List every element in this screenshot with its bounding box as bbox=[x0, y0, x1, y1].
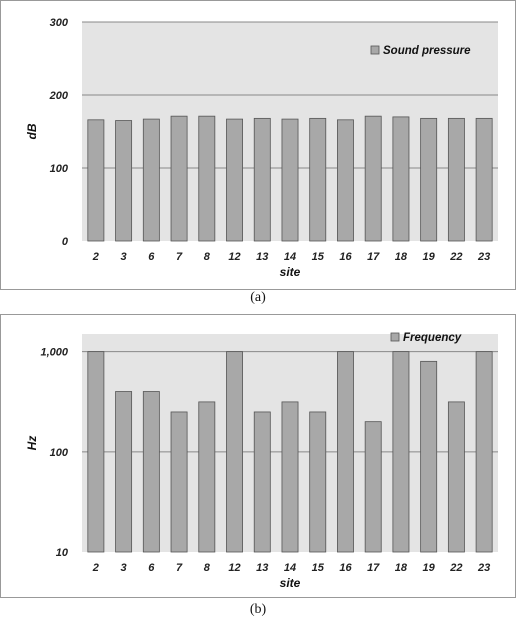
y-tick-label: 200 bbox=[49, 90, 69, 102]
caption-b: (b) bbox=[249, 602, 267, 617]
x-tick-label: 3 bbox=[121, 562, 127, 574]
bar bbox=[142, 391, 160, 553]
y-tick-label: 10 bbox=[56, 547, 69, 559]
bar bbox=[142, 118, 160, 242]
x-tick-label: 6 bbox=[148, 562, 155, 574]
x-axis-title: site bbox=[280, 576, 301, 590]
x-tick-label: 19 bbox=[423, 562, 436, 574]
x-tick-label: 17 bbox=[367, 251, 380, 263]
chart-panel-b: 10 100 1,000 2 3 6 7 8 12 13 14 15 16 17 18 19 22 23 site H… bbox=[0, 314, 516, 598]
x-tick-label: 19 bbox=[423, 251, 436, 263]
x-tick-label: 13 bbox=[256, 562, 268, 574]
y-axis-title: Hz bbox=[25, 436, 39, 451]
bar bbox=[475, 117, 493, 242]
legend-swatch bbox=[390, 332, 400, 342]
legend-swatch bbox=[370, 45, 380, 55]
x-tick-label: 7 bbox=[176, 251, 183, 263]
bar bbox=[253, 411, 271, 553]
y-tick-label: 100 bbox=[50, 163, 69, 175]
bar bbox=[115, 120, 133, 242]
y-tick-label: 1,000 bbox=[40, 347, 68, 359]
bar bbox=[115, 391, 133, 553]
bar bbox=[475, 351, 493, 553]
bar bbox=[281, 401, 299, 553]
bar bbox=[226, 118, 243, 242]
bar bbox=[253, 117, 271, 242]
x-tick-label: 23 bbox=[477, 251, 490, 263]
x-tick-label: 14 bbox=[284, 251, 296, 263]
bar bbox=[309, 117, 327, 242]
x-tick-label: 16 bbox=[339, 251, 352, 263]
x-tick-label: 23 bbox=[477, 562, 490, 574]
legend-label: Frequency bbox=[403, 332, 462, 344]
y-tick-label: 300 bbox=[50, 17, 69, 29]
x-tick-label: 22 bbox=[449, 562, 462, 574]
x-tick-label: 8 bbox=[204, 562, 211, 574]
x-tick-label: 12 bbox=[228, 562, 240, 574]
bar bbox=[170, 115, 188, 242]
x-tick-label: 7 bbox=[176, 562, 183, 574]
bar bbox=[392, 351, 410, 553]
x-tick-label: 15 bbox=[312, 562, 325, 574]
bar bbox=[420, 360, 438, 553]
bar bbox=[364, 421, 382, 553]
bar bbox=[337, 351, 354, 553]
x-tick-label: 6 bbox=[148, 251, 155, 263]
bar bbox=[226, 351, 243, 553]
bar bbox=[281, 118, 299, 242]
x-tick-label: 2 bbox=[92, 562, 99, 574]
x-tick-label: 14 bbox=[284, 562, 296, 574]
bar bbox=[198, 115, 216, 242]
bar bbox=[170, 411, 188, 553]
x-tick-label: 18 bbox=[395, 562, 408, 574]
caption-a: (a) bbox=[250, 290, 266, 305]
x-tick-label: 18 bbox=[395, 251, 408, 263]
y-tick-label: 100 bbox=[50, 447, 69, 459]
y-axis-title: dB bbox=[25, 123, 39, 139]
x-tick-label: 22 bbox=[449, 251, 462, 263]
bar bbox=[87, 351, 105, 553]
bar bbox=[364, 115, 382, 242]
x-tick-label: 2 bbox=[92, 251, 99, 263]
x-tick-label: 17 bbox=[367, 562, 380, 574]
bar bbox=[337, 119, 354, 242]
y-tick-label: 0 bbox=[62, 236, 69, 248]
x-tick-label: 13 bbox=[256, 251, 268, 263]
bar bbox=[447, 117, 465, 242]
bar bbox=[198, 401, 216, 553]
legend-label: Sound pressure bbox=[383, 45, 471, 57]
bar bbox=[392, 116, 410, 242]
x-tick-label: 12 bbox=[228, 251, 240, 263]
bar bbox=[447, 401, 465, 553]
chart-panel-a: 0 100 200 300 2 3 6 7 8 12 13 14 15 16 17 18 19 22 23 site d… bbox=[0, 0, 516, 290]
bar bbox=[309, 411, 327, 553]
x-tick-label: 3 bbox=[121, 251, 127, 263]
x-axis-title: site bbox=[280, 265, 301, 279]
x-tick-label: 15 bbox=[312, 251, 325, 263]
x-tick-label: 8 bbox=[204, 251, 211, 263]
x-tick-label: 16 bbox=[339, 562, 352, 574]
bar bbox=[87, 119, 105, 242]
bar bbox=[420, 117, 438, 242]
